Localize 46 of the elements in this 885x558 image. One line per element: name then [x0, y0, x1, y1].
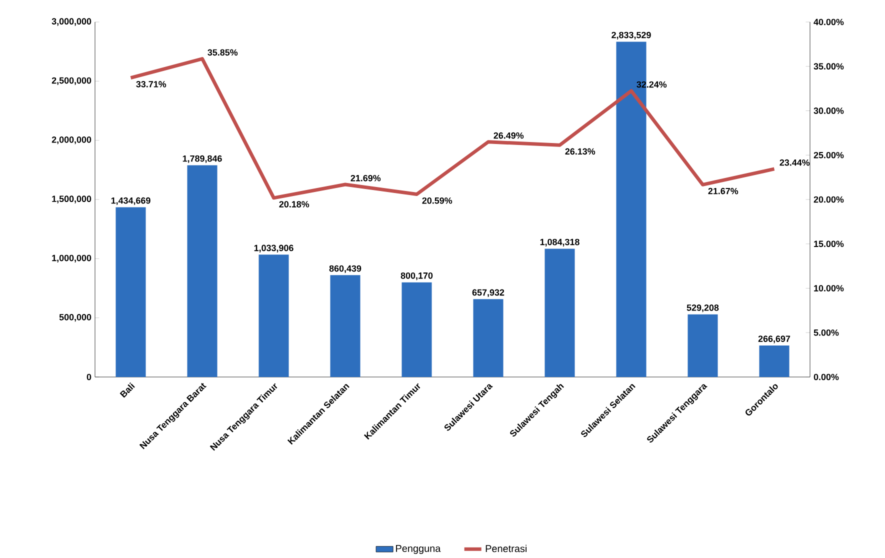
data-label: 26.13%: [565, 148, 596, 155]
bar: [402, 282, 432, 377]
y2-tick-label: 35.00%: [814, 63, 844, 70]
data-label: 860,439: [329, 265, 362, 273]
data-label: 1,789,846: [182, 155, 222, 164]
bar: [759, 345, 790, 377]
y2-tick-label: 30.00%: [814, 108, 844, 114]
y2-tick-label: 0.00%: [814, 374, 839, 380]
bar: [187, 165, 218, 377]
y2-tick-label: 20.00%: [814, 196, 844, 203]
data-label: 266,697: [758, 336, 790, 344]
y-tick-label: 0: [86, 374, 92, 380]
data-label: 1,033,906: [254, 244, 294, 252]
data-label: 2,833,529: [612, 32, 651, 40]
bar: [258, 254, 289, 377]
y2-tick-label: 40.00%: [814, 18, 844, 26]
data-label: 23.44%: [780, 159, 810, 166]
y2-tick-label: 10.00%: [814, 285, 844, 292]
y-tick-label: 500,000: [59, 314, 92, 322]
data-label: 20.59%: [422, 197, 452, 204]
bar: [544, 248, 575, 377]
y-tick-label: 1,000,000: [52, 254, 92, 262]
data-label: 20.18%: [279, 201, 310, 208]
data-label: 21.69%: [350, 174, 381, 182]
bar: [473, 299, 504, 377]
y2-tick-label: 5.00%: [814, 329, 839, 336]
data-label: 657,932: [472, 289, 504, 297]
data-label: 1,434,669: [111, 197, 150, 206]
legend-label: Penetrasi: [486, 544, 526, 552]
data-label: 529,208: [686, 304, 719, 312]
bar: [116, 207, 146, 377]
data-label: 35.85%: [208, 49, 238, 56]
y-tick-label: 2,000,000: [52, 136, 92, 144]
legend-label: Pengguna: [396, 545, 441, 554]
y-tick-label: 2,500,000: [52, 77, 92, 85]
bar: [330, 275, 360, 377]
data-label: 21.67%: [708, 188, 738, 194]
data-label: 33.71%: [136, 81, 166, 88]
y2-tick-label: 15.00%: [814, 240, 844, 248]
data-label: 26.49%: [494, 132, 524, 139]
y-tick-label: 3,000,000: [52, 18, 92, 26]
data-label: 800,170: [400, 272, 433, 280]
data-label: 1,084,318: [540, 238, 580, 246]
bar: [688, 314, 718, 377]
y2-tick-label: 25.00%: [814, 152, 844, 158]
y-tick-label: 1,500,000: [52, 196, 92, 204]
